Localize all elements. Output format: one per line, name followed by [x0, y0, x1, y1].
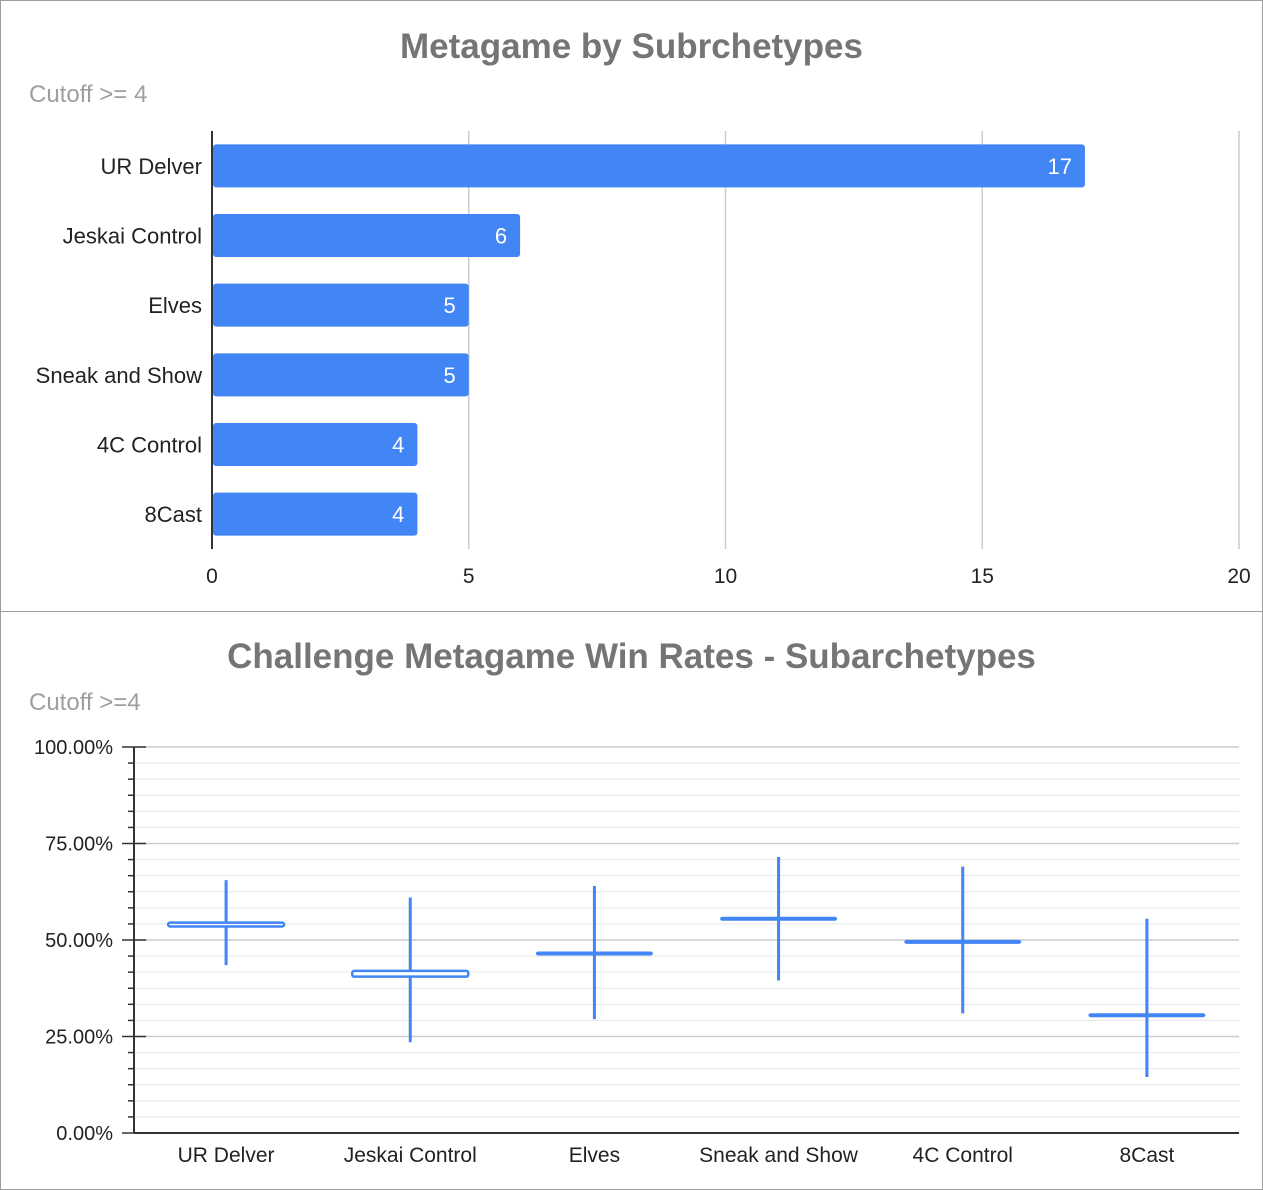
y-tick-label: 100.00%	[34, 737, 113, 759]
y-tick-label: 75.00%	[45, 834, 113, 856]
chart-title: Metagame by Subrchetypes	[400, 27, 863, 66]
y-tick-label: 25.00%	[45, 1027, 113, 1049]
candle-body	[1088, 1013, 1206, 1018]
x-tick-label: 10	[714, 565, 737, 588]
candle-body	[720, 916, 838, 921]
data-label: 4	[392, 502, 404, 527]
candle-body	[535, 951, 653, 956]
category-label: Sneak and Show	[699, 1144, 859, 1167]
x-tick-label: 5	[463, 565, 475, 588]
winrate-candlestick-chart-panel: Challenge Metagame Win Rates - Subarchet…	[0, 611, 1263, 1190]
chart-title: Challenge Metagame Win Rates - Subarchet…	[227, 637, 1036, 676]
category-label: 8Cast	[145, 502, 202, 527]
category-label: Sneak and Show	[36, 363, 202, 388]
bar	[213, 353, 469, 397]
category-label: 4C Control	[97, 433, 202, 458]
category-label: Elves	[569, 1144, 620, 1167]
data-label: 6	[495, 224, 507, 249]
data-label: 5	[444, 293, 456, 318]
bar	[213, 283, 469, 327]
y-tick-label: 0.00%	[56, 1123, 113, 1145]
category-label: UR Delver	[101, 154, 202, 179]
chart-subtitle: Cutoff >= 4	[29, 81, 148, 108]
candle-body	[351, 969, 470, 978]
category-label: 8Cast	[1119, 1144, 1174, 1167]
bar	[213, 144, 1085, 188]
x-tick-label: 20	[1227, 565, 1250, 588]
category-label: Jeskai Control	[63, 224, 202, 249]
y-tick-label: 50.00%	[45, 930, 113, 952]
data-label: 4	[392, 433, 404, 458]
x-tick-label: 15	[971, 565, 994, 588]
bar	[213, 492, 418, 536]
category-label: Elves	[148, 293, 202, 318]
bar	[213, 214, 521, 257]
candle-body	[166, 921, 286, 928]
x-tick-label: 0	[206, 565, 218, 588]
chart-subtitle: Cutoff >=4	[29, 689, 141, 716]
candle-body	[904, 939, 1022, 944]
bar	[213, 423, 418, 466]
metagame-bar-chart-panel: Metagame by Subrchetypes Cutoff >= 4 0 5 1…	[0, 0, 1263, 613]
bar-chart-plot: 0 5 10 15 20 UR Delver 17 Jeskai Control 6 Elves 5…	[36, 131, 1251, 588]
category-label: Jeskai Control	[344, 1144, 477, 1167]
candlestick-chart-plot: 0.00% 25.00% 50.00% 75.00% 100.00% UR Delver J…	[34, 737, 1239, 1167]
data-label: 5	[444, 363, 456, 388]
data-label: 17	[1047, 154, 1071, 179]
category-label: UR Delver	[178, 1144, 275, 1167]
category-label: 4C Control	[913, 1144, 1013, 1167]
